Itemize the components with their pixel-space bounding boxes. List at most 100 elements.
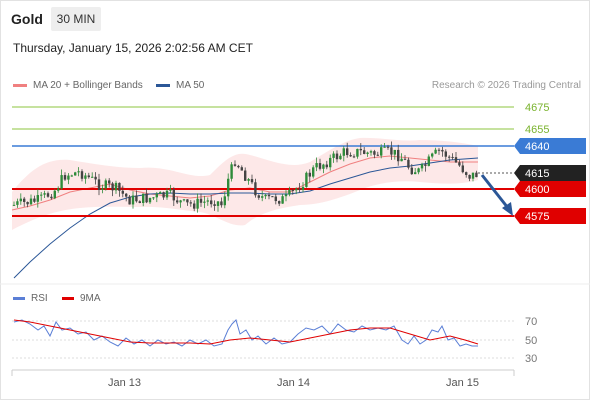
candle bbox=[308, 169, 311, 183]
rsi-swatch bbox=[13, 296, 25, 300]
candle bbox=[318, 158, 322, 171]
candle bbox=[104, 178, 107, 191]
candle bbox=[284, 190, 288, 202]
candle bbox=[278, 200, 281, 207]
candle bbox=[420, 162, 424, 172]
candle bbox=[135, 190, 138, 203]
candle bbox=[264, 193, 267, 200]
candle bbox=[325, 160, 328, 170]
candle bbox=[80, 169, 84, 182]
candle bbox=[475, 170, 478, 178]
candle bbox=[363, 147, 366, 155]
candle bbox=[94, 172, 97, 185]
candle bbox=[267, 192, 271, 200]
chart-header: Gold 30 MIN bbox=[0, 0, 590, 36]
candle bbox=[77, 167, 80, 177]
tag-bg-4575 bbox=[514, 208, 586, 224]
legend-ma50: MA 50 bbox=[156, 80, 204, 91]
candle bbox=[305, 171, 308, 188]
level-tag-4600: 4600 bbox=[525, 184, 549, 196]
candle bbox=[138, 200, 141, 204]
candle bbox=[414, 168, 417, 175]
candle bbox=[186, 199, 189, 206]
candle bbox=[128, 195, 131, 205]
legend-rsi: RSI bbox=[13, 293, 48, 304]
candle bbox=[237, 164, 240, 169]
candle bbox=[468, 174, 471, 182]
candle bbox=[271, 196, 274, 198]
candle bbox=[298, 183, 301, 193]
legend-rsi-label: RSI bbox=[31, 293, 48, 304]
candle bbox=[57, 186, 60, 193]
candle bbox=[369, 149, 373, 156]
level-tag-4575: 4575 bbox=[525, 211, 549, 223]
interval-button[interactable]: 30 MIN bbox=[51, 7, 101, 31]
candle bbox=[441, 146, 444, 157]
candle bbox=[19, 193, 22, 205]
candle bbox=[26, 201, 29, 208]
candle bbox=[118, 182, 121, 197]
candle bbox=[60, 169, 63, 190]
candle bbox=[281, 193, 284, 204]
tag-bg-4600 bbox=[514, 181, 586, 197]
candle bbox=[332, 151, 335, 163]
candle bbox=[257, 194, 260, 200]
candle bbox=[410, 164, 413, 175]
candle bbox=[91, 172, 94, 178]
symbol-title: Gold bbox=[11, 11, 43, 27]
candle bbox=[111, 181, 114, 197]
level-tag-4640: 4640 bbox=[525, 141, 549, 153]
candle bbox=[203, 195, 206, 209]
candle bbox=[390, 141, 393, 160]
candle bbox=[74, 171, 77, 176]
rsi-label-70: 70 bbox=[525, 316, 537, 328]
candle bbox=[169, 184, 172, 194]
candle bbox=[451, 153, 454, 160]
candle bbox=[223, 191, 226, 209]
candle bbox=[247, 177, 250, 185]
candle bbox=[295, 187, 298, 195]
legend-ma20-label: MA 20 + Bollinger Bands bbox=[33, 80, 143, 91]
candle bbox=[40, 191, 43, 201]
tag-bg-4615 bbox=[514, 165, 586, 181]
candle bbox=[206, 197, 209, 206]
candle bbox=[227, 173, 230, 201]
candle bbox=[101, 184, 104, 194]
candle bbox=[84, 172, 87, 184]
candle bbox=[274, 193, 277, 205]
candle bbox=[434, 147, 437, 155]
candle bbox=[12, 201, 16, 206]
rsi-line bbox=[13, 319, 478, 347]
candle bbox=[244, 167, 247, 182]
candle bbox=[87, 172, 90, 179]
candle bbox=[437, 147, 441, 155]
candle bbox=[261, 190, 264, 202]
candle bbox=[254, 178, 257, 198]
candle bbox=[386, 144, 390, 150]
x-label-jan13: Jan 13 bbox=[108, 377, 141, 389]
ma20-swatch bbox=[13, 83, 27, 87]
candle bbox=[97, 173, 101, 196]
candle bbox=[114, 180, 118, 194]
candle bbox=[23, 196, 26, 207]
candlestick-series bbox=[12, 141, 478, 213]
level-label-4675: 4675 bbox=[525, 102, 549, 114]
candle bbox=[210, 194, 213, 208]
candle bbox=[125, 192, 128, 202]
candle bbox=[346, 142, 349, 158]
rsi-label-50: 50 bbox=[525, 335, 537, 347]
candle bbox=[400, 153, 403, 162]
candle bbox=[176, 196, 179, 205]
legend-ma50-label: MA 50 bbox=[176, 80, 205, 91]
x-label-jan15: Jan 15 bbox=[446, 377, 479, 389]
candle bbox=[33, 195, 36, 203]
candle bbox=[448, 155, 451, 162]
candle bbox=[403, 155, 407, 161]
candle bbox=[148, 197, 152, 204]
candle bbox=[196, 193, 199, 213]
candle bbox=[155, 191, 158, 203]
x-label-jan14: Jan 14 bbox=[277, 377, 310, 389]
candle bbox=[471, 172, 475, 182]
candle bbox=[393, 149, 396, 160]
